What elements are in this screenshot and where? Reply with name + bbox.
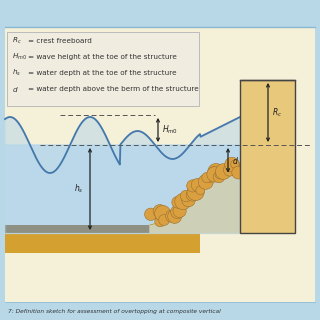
Circle shape [153, 204, 166, 218]
Bar [240, 80, 295, 233]
Circle shape [206, 174, 215, 182]
Circle shape [155, 205, 171, 221]
Circle shape [187, 180, 199, 192]
Circle shape [215, 164, 231, 180]
Circle shape [198, 174, 213, 189]
Text: $h_s$: $h_s$ [74, 183, 84, 195]
Polygon shape [5, 145, 240, 233]
Circle shape [208, 164, 224, 180]
Circle shape [191, 178, 204, 192]
FancyBboxPatch shape [7, 32, 199, 106]
Text: $R_c$: $R_c$ [272, 106, 282, 119]
Circle shape [209, 167, 218, 176]
Circle shape [145, 208, 157, 220]
Circle shape [159, 215, 170, 226]
Text: $H_{m0}$: $H_{m0}$ [162, 124, 178, 136]
Circle shape [166, 210, 178, 222]
Circle shape [181, 193, 195, 207]
Text: = water depth at the toe of the structure: = water depth at the toe of the structur… [28, 70, 177, 76]
Circle shape [171, 205, 184, 219]
Circle shape [168, 209, 182, 223]
Text: = crest freeboard: = crest freeboard [28, 38, 92, 44]
Circle shape [173, 204, 186, 218]
Text: $h_s$: $h_s$ [12, 68, 21, 78]
Circle shape [202, 172, 212, 183]
Circle shape [213, 171, 225, 183]
Circle shape [174, 196, 187, 209]
Circle shape [175, 193, 191, 210]
Circle shape [196, 186, 205, 195]
Bar [0, 302, 320, 320]
Bar [0, 0, 320, 25]
Text: $d$: $d$ [232, 155, 239, 166]
Circle shape [172, 196, 184, 208]
Bar [5, 225, 240, 233]
Bar [5, 27, 315, 302]
Circle shape [155, 216, 165, 227]
Text: = wave height at the toe of the structure: = wave height at the toe of the structur… [28, 54, 177, 60]
Circle shape [225, 157, 239, 172]
Circle shape [215, 169, 225, 179]
Text: $H_{m0}$: $H_{m0}$ [12, 52, 27, 62]
Circle shape [207, 167, 222, 182]
Circle shape [186, 188, 199, 201]
Circle shape [231, 160, 239, 168]
Text: = water depth above the berm of the structure: = water depth above the berm of the stru… [28, 86, 199, 92]
Circle shape [223, 164, 236, 176]
Text: 7: Definition sketch for assessment of overtopping at composite vertical: 7: Definition sketch for assessment of o… [8, 308, 221, 314]
Circle shape [180, 190, 192, 202]
Text: $d$: $d$ [12, 84, 19, 93]
Polygon shape [150, 175, 240, 233]
Bar [5, 225, 200, 253]
Circle shape [232, 166, 244, 179]
Circle shape [187, 184, 204, 201]
Text: $R_c$: $R_c$ [12, 36, 22, 46]
